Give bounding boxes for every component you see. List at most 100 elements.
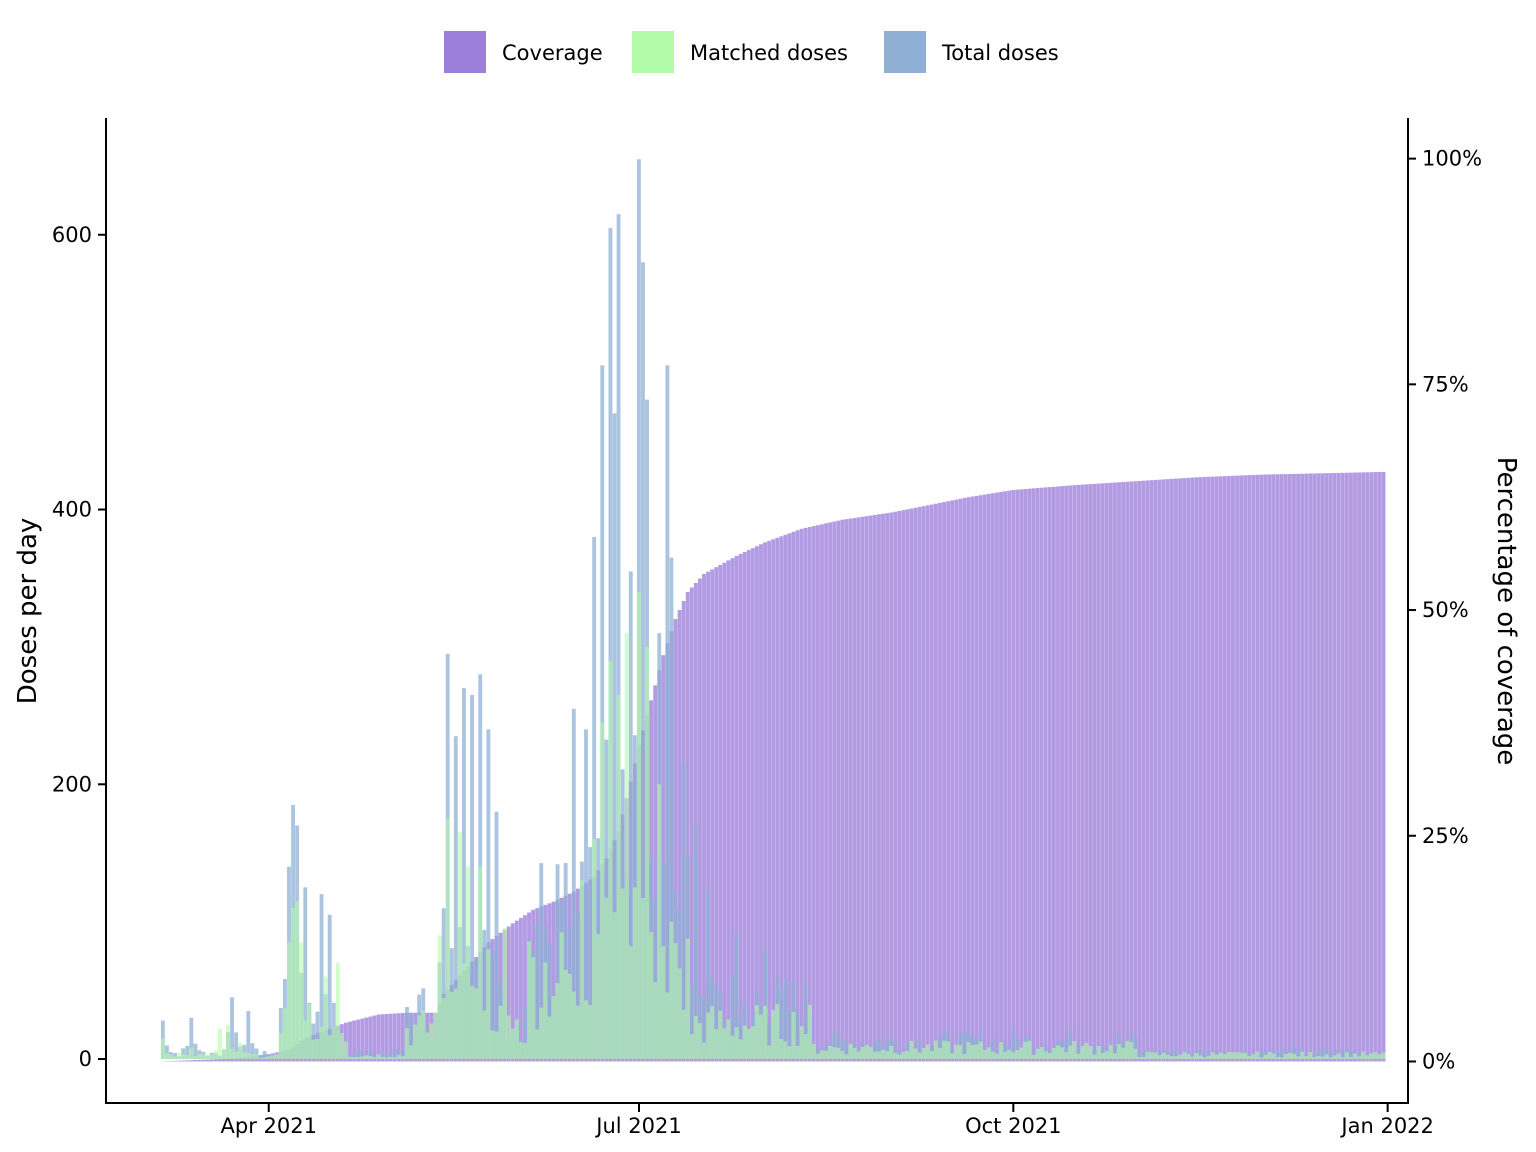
matched-doses-bar <box>372 1057 377 1060</box>
coverage-bar <box>518 917 523 1062</box>
coverage-bar <box>653 685 658 1062</box>
matched-doses-bar <box>1344 1052 1349 1060</box>
matched-doses-bar <box>1275 1056 1280 1060</box>
matched-doses-bar <box>339 1033 344 1060</box>
matched-doses-bar <box>1060 1047 1064 1060</box>
coverage-bar <box>209 1059 214 1062</box>
coverage-bar <box>1031 488 1036 1062</box>
coverage-bar <box>974 495 979 1062</box>
coverage-bar <box>1051 486 1056 1062</box>
matched-doses-bar <box>449 992 454 1060</box>
matched-doses-bar <box>616 694 621 1060</box>
matched-doses-bar <box>938 1047 942 1060</box>
coverage-bar <box>1235 475 1239 1062</box>
coverage-bar <box>986 493 991 1062</box>
matched-doses-bar <box>1357 1056 1362 1060</box>
matched-doses-bar <box>1316 1056 1321 1060</box>
coverage-bar <box>754 546 759 1062</box>
matched-doses-bar <box>620 888 625 1060</box>
matched-doses-bar <box>287 942 291 1060</box>
total-doses-bar <box>689 983 694 1060</box>
y2-tick-label: 75% <box>1422 372 1469 396</box>
matched-doses-bar <box>295 901 300 1060</box>
coverage-bar <box>746 550 751 1062</box>
matched-doses-bar <box>498 1005 503 1060</box>
coverage-bar <box>197 1059 202 1062</box>
matched-doses-bar <box>1308 1052 1313 1060</box>
coverage-bar <box>1035 488 1040 1062</box>
coverage-bar <box>388 1013 393 1062</box>
total-doses-bar <box>816 1047 820 1060</box>
coverage-bar <box>1104 483 1109 1062</box>
total-doses-bar <box>612 413 617 1060</box>
coverage-bar <box>181 1060 186 1062</box>
coverage-bar <box>1312 473 1317 1062</box>
matched-doses-bar <box>1190 1056 1195 1060</box>
matched-doses-bar <box>645 646 649 1060</box>
total-doses-bar <box>653 899 658 1060</box>
matched-doses-bar <box>506 1015 511 1060</box>
coverage-bar <box>783 534 788 1062</box>
coverage-bar <box>1283 474 1288 1062</box>
matched-doses-bar <box>685 938 690 1060</box>
matched-doses-bar <box>364 1055 369 1060</box>
total-doses-bar <box>555 864 560 1060</box>
total-doses-bar <box>486 729 491 1060</box>
matched-doses-bar <box>1283 1054 1288 1060</box>
total-doses-bar <box>584 729 588 1060</box>
matched-doses-bar <box>795 1045 800 1060</box>
coverage-bar <box>372 1015 377 1062</box>
total-doses-bar <box>832 1030 837 1060</box>
coverage-bar <box>1275 474 1280 1062</box>
matched-doses-bar <box>1007 1049 1012 1060</box>
matched-doses-bar <box>1137 1057 1142 1060</box>
coverage-bar <box>1129 481 1134 1062</box>
matched-doses-bar <box>1011 1052 1016 1060</box>
x-tick-label: Jan 2022 <box>1339 1114 1434 1138</box>
matched-doses-bar <box>1365 1055 1370 1060</box>
matched-doses-bar <box>1182 1052 1187 1060</box>
y2-tick-label: 25% <box>1422 824 1469 848</box>
matched-doses-bar <box>282 1008 287 1060</box>
legend: Coverage Matched doses Total doses <box>444 31 1059 73</box>
total-doses-bar <box>1206 1049 1211 1060</box>
matched-doses-bar <box>1328 1057 1333 1060</box>
matched-doses-bar <box>1377 1054 1382 1060</box>
coverage-bar <box>238 1057 243 1062</box>
total-doses-bar <box>1064 1040 1069 1060</box>
matched-doses-bar <box>177 1053 182 1060</box>
matched-doses-bar <box>486 949 491 1060</box>
total-doses-bar <box>1275 1052 1280 1060</box>
total-doses-bar <box>608 227 613 1060</box>
matched-doses-bar <box>242 1052 247 1060</box>
total-doses-bar <box>905 1041 910 1060</box>
coverage-bar <box>905 509 910 1062</box>
total-doses-bar <box>173 1053 177 1060</box>
matched-doses-bar <box>746 1028 751 1060</box>
coverage-bar <box>844 519 849 1062</box>
matched-doses-bar <box>1231 1052 1235 1060</box>
total-doses-bar <box>234 1032 239 1060</box>
coverage-bar <box>1068 485 1073 1062</box>
matched-doses-bar <box>1088 1046 1093 1060</box>
matched-doses-bar <box>885 1051 890 1060</box>
coverage-bar <box>689 587 694 1062</box>
matched-doses-bar <box>641 897 645 1060</box>
total-doses-bar <box>254 1048 259 1060</box>
coverage-bar <box>1296 473 1300 1062</box>
total-doses-bar <box>706 887 711 1060</box>
coverage-bar <box>1373 472 1378 1062</box>
coverage-bar <box>1161 479 1166 1062</box>
matched-doses-bar <box>799 1026 804 1060</box>
coverage-bar <box>1308 473 1313 1062</box>
matched-doses-bar <box>990 1051 995 1060</box>
coverage-bar <box>1210 476 1215 1062</box>
matched-doses-bar <box>1015 1050 1020 1060</box>
matched-doses-bar <box>913 1048 918 1060</box>
matched-doses-bar <box>1186 1053 1191 1060</box>
coverage-bar <box>738 553 743 1062</box>
matched-doses-bar <box>518 1042 523 1060</box>
matched-doses-bar <box>311 1039 316 1060</box>
matched-doses-bar <box>653 982 658 1060</box>
coverage-bar <box>1369 472 1374 1062</box>
